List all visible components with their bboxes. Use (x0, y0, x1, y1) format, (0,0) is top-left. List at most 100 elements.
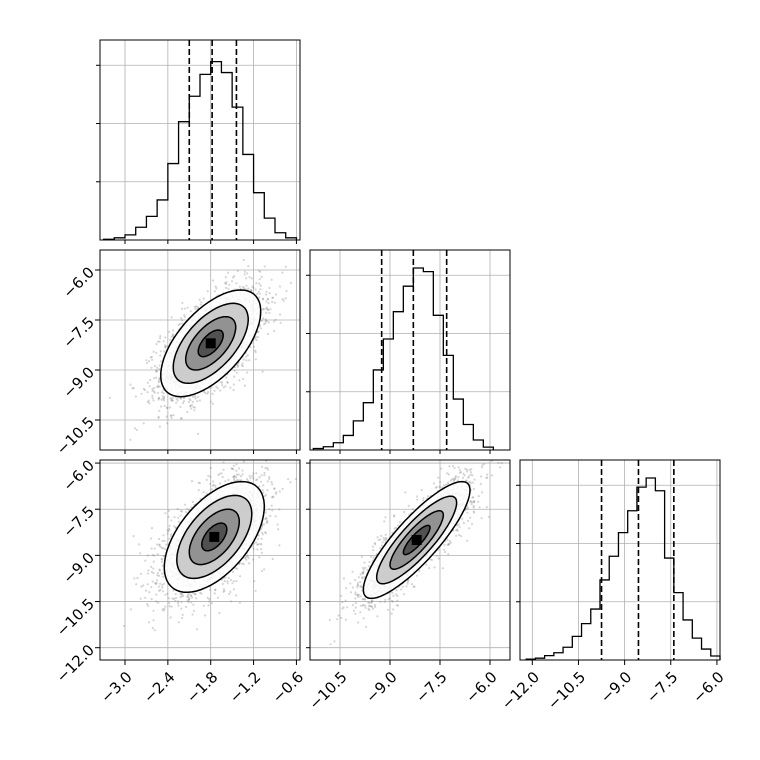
scatter-point (153, 629, 156, 632)
scatter-point (190, 601, 193, 604)
scatter-point (264, 532, 267, 535)
scatter-point (231, 570, 235, 574)
scatter-point (241, 285, 244, 289)
scatter-point (264, 511, 267, 514)
scatter-point (222, 590, 225, 594)
scatter-point (236, 567, 239, 570)
scatter-point (191, 613, 194, 616)
scatter-point (261, 455, 263, 457)
scatter-point (219, 482, 222, 485)
scatter-point (169, 535, 173, 538)
scatter-point (152, 619, 155, 622)
scatter-point (151, 387, 154, 390)
scatter-point (170, 399, 173, 402)
scatter-point (266, 489, 269, 492)
scatter-point (200, 301, 203, 304)
scatter-point (230, 600, 233, 603)
scatter-point (232, 468, 235, 471)
scatter-point (146, 572, 149, 575)
scatter-point (196, 395, 200, 399)
scatter-point (266, 298, 269, 301)
scatter-point (173, 516, 176, 519)
scatter-point (233, 478, 236, 481)
scatter-point (158, 337, 162, 340)
scatter-point (258, 282, 261, 285)
scatter-point (237, 467, 241, 470)
scatter-point (180, 607, 183, 610)
scatter-point (245, 355, 248, 358)
scatter-point (224, 480, 227, 483)
scatter-point (182, 594, 185, 598)
scatter-point (245, 284, 248, 287)
scatter-point (226, 381, 229, 384)
scatter-point (155, 370, 158, 373)
scatter-point (266, 480, 269, 483)
scatter-point (150, 570, 153, 574)
scatter-point (160, 398, 163, 401)
scatter-point (167, 515, 170, 519)
scatter-point (162, 397, 165, 400)
scatter-point (246, 478, 249, 481)
scatter-point (144, 589, 148, 592)
scatter-point (273, 301, 276, 304)
scatter-point (270, 481, 273, 484)
hist-frame-p1 (309, 249, 511, 451)
scatter-point (204, 614, 207, 617)
scatter-point (162, 609, 165, 612)
scatter-point (182, 400, 186, 403)
scatter-point (150, 597, 153, 601)
scatter-point (159, 354, 162, 357)
scatter-point (159, 350, 162, 353)
scatter-point (242, 258, 245, 262)
scatter-point (285, 289, 288, 293)
scatter-point (190, 403, 193, 406)
scatter-point (157, 340, 160, 343)
scatter-point (202, 604, 205, 607)
scatter-point (192, 603, 195, 606)
scatter-point (154, 370, 158, 373)
scatter-point (244, 557, 247, 560)
scatter-point (240, 364, 244, 367)
scatter-point (264, 322, 267, 325)
scatter-point (252, 286, 255, 289)
scatter-point (221, 475, 224, 479)
scatter-point (260, 551, 263, 555)
scatter-point (254, 351, 257, 354)
scatter-point (171, 597, 174, 600)
scatter-point (177, 604, 180, 607)
scatter-point (263, 474, 266, 477)
scatter-point (209, 400, 212, 403)
scatter-point (213, 592, 216, 595)
scatter-point (267, 309, 270, 312)
scatter-point (153, 391, 156, 394)
scatter-point (214, 486, 217, 489)
scatter-point (254, 589, 257, 592)
scatter-point (168, 605, 171, 608)
scatter-point (158, 378, 161, 381)
scatter-point (147, 569, 150, 572)
scatter-point (260, 465, 264, 468)
scatter-point (146, 381, 149, 384)
scatter-point (220, 472, 223, 475)
scatter-point (261, 533, 264, 536)
scatter-point (200, 592, 203, 595)
scatter-point (183, 307, 186, 310)
scatter-point (156, 579, 159, 582)
scatter-point (254, 288, 257, 291)
scatter-point (188, 597, 191, 600)
scatter-point (228, 592, 231, 596)
scatter-point (135, 583, 138, 586)
scatter-point (221, 384, 224, 387)
scatter-point (164, 345, 167, 349)
scatter-point (239, 479, 243, 482)
scatter-point (180, 307, 184, 310)
scatter-point (150, 586, 153, 589)
scatter-point (272, 495, 275, 498)
scatter-point (182, 396, 185, 399)
scatter-point (213, 290, 216, 293)
scatter-point (252, 558, 255, 561)
scatter-point (162, 590, 165, 593)
scatter-point (175, 401, 178, 404)
scatter-point (140, 392, 143, 395)
scatter-point (146, 401, 149, 404)
